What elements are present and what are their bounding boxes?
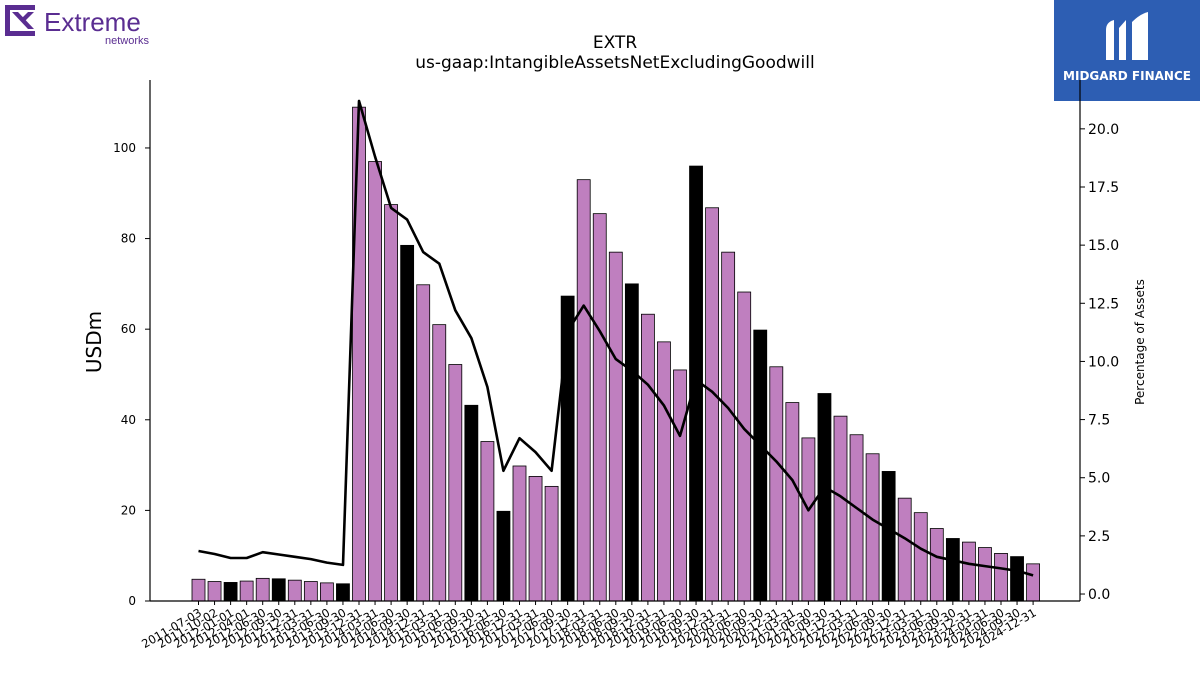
bar-2012-06-30 <box>255 577 270 602</box>
bar-2015-03-31 <box>432 324 447 602</box>
percentage-line <box>198 99 1034 577</box>
logo-sub-text: networks <box>105 35 150 47</box>
bar-2013-03-31 <box>303 581 318 602</box>
bar-2021-09-30 <box>817 393 832 602</box>
bar-2022-09-30 <box>881 471 896 602</box>
bar-2022-12-31 <box>897 497 912 602</box>
bar-2012-01-01 <box>223 582 238 602</box>
bar-2014-06-30 <box>384 204 399 602</box>
y2-tick-label: 7.5 <box>1088 413 1110 429</box>
bar-2012-04-01 <box>239 580 254 602</box>
bar-2015-06-30 <box>448 364 463 602</box>
bar-2021-06-30 <box>801 437 816 602</box>
bar-2018-09-30 <box>624 283 639 602</box>
y-tick-label: 0 <box>128 594 136 608</box>
y2-axis-label: Percentage of Assets <box>1133 279 1147 405</box>
axes-group: 0 20 40 60 80 100 0.0 2.5 5.0 7.5 10.0 12.5 15.0 17.5… <box>113 80 1119 651</box>
bar-2024-12-31 <box>1026 563 1040 602</box>
bar-2011-07-03 <box>191 578 206 602</box>
bar-2024-09-30 <box>1010 556 1024 602</box>
bar-2020-03-31 <box>721 251 736 602</box>
bar-2024-03-31 <box>978 547 992 602</box>
bar-2021-12-31 <box>833 415 848 602</box>
bar-2017-12-31 <box>576 179 591 602</box>
y2-tick-label: 5.0 <box>1088 471 1110 487</box>
bar-2022-06-30 <box>865 453 880 602</box>
bar-2023-09-30 <box>945 538 960 602</box>
bars-group <box>191 106 1040 602</box>
bar-2023-03-31 <box>913 512 928 602</box>
bar-2014-12-31 <box>416 284 431 602</box>
bar-2016-06-30 <box>496 510 511 602</box>
bar-2013-06-30 <box>319 582 334 602</box>
bar-2020-09-30 <box>753 329 768 602</box>
y2-tick-label: 10.0 <box>1088 354 1119 370</box>
y2-tick-label: 17.5 <box>1088 180 1119 196</box>
chart-title: EXTR <box>593 33 637 53</box>
y2-tick-label: 0.0 <box>1088 587 1110 603</box>
bar-2013-12-31 <box>352 106 366 602</box>
y-tick-label: 60 <box>121 322 136 336</box>
bar-2015-09-30 <box>464 404 479 602</box>
midgard-finance-logo: MIDGARD FINANCE <box>1054 0 1200 101</box>
midgard-emblem-icon <box>1106 12 1148 60</box>
bar-2013-09-30 <box>336 583 350 602</box>
y2-tick-label: 2.5 <box>1088 529 1110 545</box>
bar-2014-03-31 <box>368 161 382 602</box>
logo-finance-text: MIDGARD FINANCE <box>1063 69 1191 83</box>
bar-2017-03-31 <box>528 476 543 602</box>
y-tick-label: 20 <box>121 503 136 517</box>
bar-2018-12-31 <box>641 313 655 602</box>
bar-2019-12-31 <box>705 207 719 602</box>
y-axis-label: USDm <box>82 311 106 373</box>
bar-2018-06-30 <box>608 251 623 602</box>
bar-2017-06-30 <box>544 485 559 602</box>
bar-2020-06-30 <box>737 291 752 602</box>
chart-subtitle: us-gaap:IntangibleAssetsNetExcludingGood… <box>415 53 814 73</box>
bar-2023-06-30 <box>929 528 944 602</box>
bar-2023-12-31 <box>962 541 976 602</box>
line-group <box>198 99 1034 577</box>
y-tick-label: 100 <box>113 141 136 155</box>
bar-2016-12-31 <box>512 465 527 602</box>
extreme-networks-logo: Extreme networks <box>5 5 150 47</box>
y2-tick-label: 15.0 <box>1088 238 1119 254</box>
bar-2020-12-31 <box>769 366 784 602</box>
bar-2014-09-30 <box>400 244 415 602</box>
bar-2012-09-30 <box>271 578 286 602</box>
bar-2019-06-30 <box>673 369 687 602</box>
y-tick-label: 80 <box>121 232 136 246</box>
bar-2011-10-02 <box>207 581 222 602</box>
bar-2018-03-31 <box>592 213 607 602</box>
bar-2024-06-30 <box>994 553 1008 602</box>
y2-tick-label: 20.0 <box>1088 122 1119 138</box>
y-tick-label: 40 <box>121 413 136 427</box>
y2-tick-label: 12.5 <box>1088 296 1119 312</box>
bar-2022-03-31 <box>849 434 864 602</box>
bar-2015-12-31 <box>480 441 495 602</box>
extreme-x-icon <box>5 5 35 36</box>
logo-brand-text: Extreme <box>44 7 141 37</box>
bar-2021-03-31 <box>785 402 800 602</box>
bar-2012-12-31 <box>287 579 302 602</box>
bar-2019-03-31 <box>657 341 671 602</box>
